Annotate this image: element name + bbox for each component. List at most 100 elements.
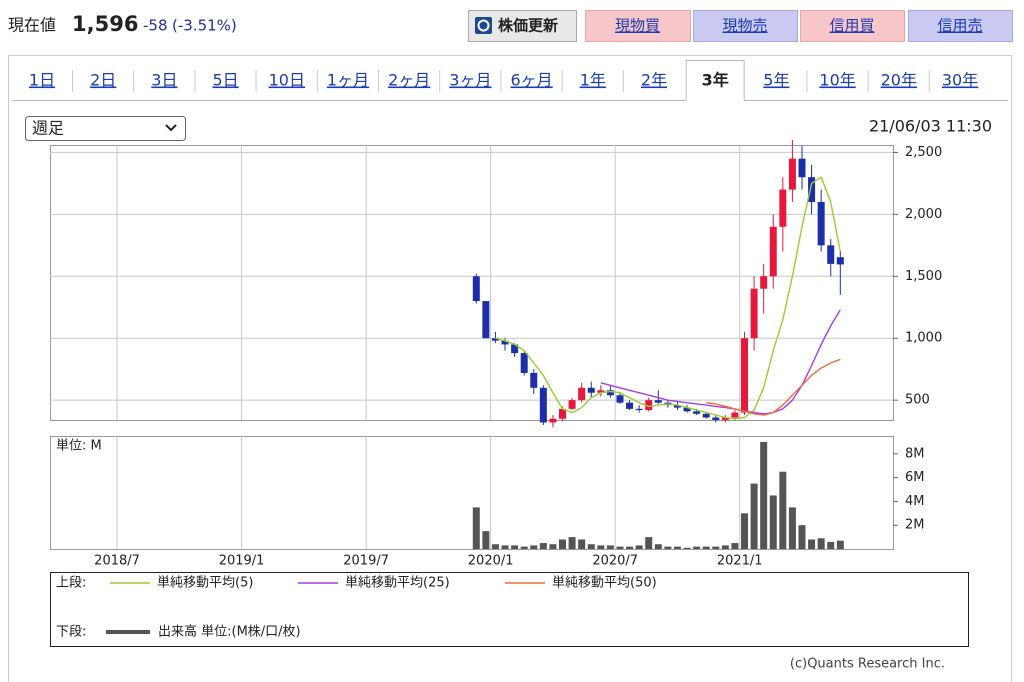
candle-body <box>491 338 499 341</box>
volume-bar <box>731 543 739 549</box>
period-select-text[interactable]: 週足 <box>32 119 64 138</box>
tab-active-bg <box>685 60 745 101</box>
tab[interactable]: 1ヶ月 <box>327 71 369 90</box>
volume-bar <box>559 539 567 549</box>
price-label: 現在値 <box>8 16 56 35</box>
refresh-icon[interactable] <box>475 17 492 34</box>
price-change-pct: (-3.51%) <box>172 17 237 35</box>
volume-bar <box>635 545 643 549</box>
tab[interactable]: 6ヶ月 <box>511 71 553 90</box>
tab[interactable]: 3日 <box>151 71 177 90</box>
candle-body <box>808 177 816 202</box>
action-button-label[interactable]: 現物買 <box>615 17 660 35</box>
volume-bar <box>664 546 672 549</box>
x-tick-label: 2019/7 <box>343 554 389 569</box>
tab[interactable]: 10日 <box>269 71 305 90</box>
volume-bar <box>654 544 662 549</box>
candle-body <box>827 245 835 264</box>
volume-unit: 単位: M <box>56 438 102 454</box>
copyright: (c)Quants Research Inc. <box>790 657 945 672</box>
volume-bar <box>587 544 595 549</box>
volume-bar <box>788 507 796 549</box>
tab[interactable]: 1日 <box>29 71 55 90</box>
candle-body <box>635 408 643 411</box>
candle-body <box>712 417 720 420</box>
y-tick-label: 8M <box>905 446 925 461</box>
tab[interactable]: 30年 <box>942 71 978 90</box>
refresh-icon-glyph[interactable] <box>477 19 490 32</box>
candle-body <box>788 158 796 190</box>
candle-body <box>702 413 710 418</box>
legend-upper-label: 上段: <box>56 576 86 591</box>
legend-label: 単純移動平均(50) <box>552 575 657 591</box>
legend-volume-text: 出来高 単位:(M株/口/枚) <box>158 624 301 640</box>
candle-body <box>654 400 662 403</box>
period-select[interactable] <box>25 116 186 141</box>
price-change: -58 <box>143 17 168 35</box>
volume-bar <box>693 546 701 549</box>
candle-body <box>501 340 509 345</box>
volume-bar <box>817 538 825 549</box>
moving-average-line <box>495 176 841 420</box>
x-tick-label: 2020/7 <box>592 554 638 569</box>
candle-body <box>769 226 777 277</box>
volume-bar <box>683 547 691 549</box>
candle-body <box>587 387 595 393</box>
y-tick-label: 6M <box>905 470 925 485</box>
tab[interactable]: 1年 <box>580 71 606 90</box>
candle-body <box>760 276 768 289</box>
tab[interactable]: 10年 <box>819 71 855 90</box>
tab[interactable]: 2年 <box>641 71 667 90</box>
candle-body <box>549 418 557 423</box>
action-button[interactable] <box>693 10 798 42</box>
candle-body <box>539 387 547 423</box>
tab[interactable]: 2ヶ月 <box>388 71 430 90</box>
moving-average-line <box>706 358 841 416</box>
tab[interactable]: 3年 <box>702 71 729 90</box>
action-button-label[interactable]: 信用買 <box>829 17 874 35</box>
volume-bar <box>750 483 758 549</box>
volume-bar <box>539 543 547 549</box>
legend-label: 単純移動平均(25) <box>345 575 450 591</box>
volume-bar <box>702 546 710 549</box>
action-button-label[interactable]: 現物売 <box>722 17 767 35</box>
x-tick-label: 2019/1 <box>219 554 265 569</box>
volume-bar <box>645 537 653 549</box>
action-button-label[interactable]: 株価更新 <box>498 17 558 35</box>
volume-bar <box>836 540 844 549</box>
volume-plot-frame <box>50 436 894 550</box>
volume-bar <box>827 541 835 549</box>
legend-lower-label: 下段: <box>56 625 86 640</box>
tab[interactable]: 5年 <box>763 71 789 90</box>
tab[interactable]: 2日 <box>90 71 116 90</box>
y-tick-label: 1,500 <box>905 269 942 284</box>
action-button[interactable] <box>585 10 691 42</box>
x-tick-label: 2020/1 <box>468 554 514 569</box>
volume-bar <box>808 539 816 549</box>
y-tick-label: 1,000 <box>905 331 942 346</box>
candle-body <box>817 201 825 246</box>
candle-body <box>616 395 624 403</box>
tab[interactable]: 20年 <box>881 71 917 90</box>
action-button-label[interactable]: 信用売 <box>937 17 982 35</box>
x-tick-label: 2018/7 <box>94 554 140 569</box>
volume-bar <box>769 495 777 549</box>
tab[interactable]: 5日 <box>213 71 239 90</box>
volume-bar <box>482 531 490 549</box>
volume-bar <box>520 546 528 549</box>
candle-body <box>750 288 758 339</box>
y-tick-label: 2M <box>905 518 925 533</box>
volume-bar <box>760 441 768 549</box>
select-arrow[interactable] <box>165 124 177 132</box>
volume-bar <box>626 546 634 549</box>
action-button[interactable] <box>800 10 905 42</box>
candle-body <box>673 405 681 408</box>
action-button[interactable] <box>908 10 1013 42</box>
volume-bar <box>779 471 787 549</box>
tab[interactable]: 3ヶ月 <box>449 71 491 90</box>
volume-bar <box>568 537 576 549</box>
y-tick-label: 2,000 <box>905 207 942 222</box>
volume-bar <box>578 539 586 549</box>
volume-bar <box>491 544 499 549</box>
